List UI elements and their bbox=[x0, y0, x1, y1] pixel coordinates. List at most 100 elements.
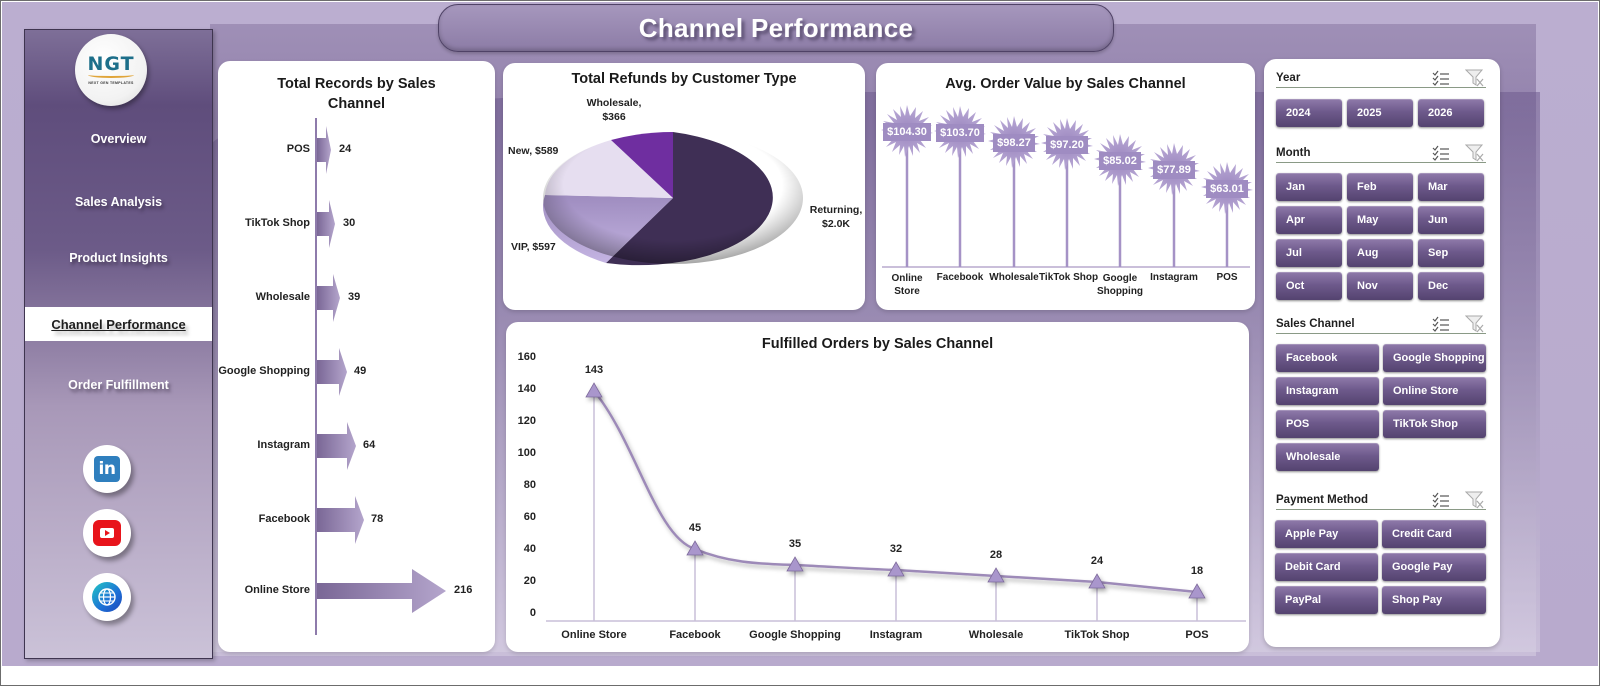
fulfilled-value-facebook: 45 bbox=[688, 522, 702, 534]
website-button[interactable] bbox=[83, 573, 131, 621]
aov-chart-title: Avg. Order Value by Sales Channel bbox=[945, 76, 1186, 92]
records-value-google: 49 bbox=[354, 365, 367, 377]
payment-option-debit-card[interactable]: Debit Card bbox=[1275, 553, 1378, 581]
clear-filter-icon[interactable] bbox=[1464, 69, 1486, 87]
channel-option-online-store[interactable]: Online Store bbox=[1383, 377, 1486, 405]
refunds-chart-title: Total Refunds by Customer Type bbox=[571, 71, 797, 87]
globe-icon bbox=[92, 582, 122, 612]
month-option-dec[interactable]: Dec bbox=[1418, 272, 1484, 300]
fulfilled-x-online-store: Online Store bbox=[561, 629, 627, 641]
fulfilled-chart-card: Fulfilled Orders by Sales Channel bbox=[506, 322, 1249, 652]
month-option-feb[interactable]: Feb bbox=[1347, 173, 1413, 201]
channel-option-tiktok-shop[interactable]: TikTok Shop bbox=[1383, 410, 1486, 438]
page-title: Channel Performance bbox=[638, 12, 914, 43]
channel-option-wholesale[interactable]: Wholesale bbox=[1276, 443, 1379, 471]
refunds-label-vip: VIP, $597 bbox=[511, 241, 556, 253]
channel-option-google-shopping[interactable]: Google Shopping bbox=[1383, 344, 1486, 372]
refunds-label-wholesale: Wholesale, $366 bbox=[586, 96, 642, 124]
records-chart-card: Total Records by Sales Channel bbox=[218, 61, 495, 652]
fulfilled-value-google: 35 bbox=[788, 538, 802, 550]
y-tick-80: 80 bbox=[523, 479, 536, 491]
month-option-aug[interactable]: Aug bbox=[1347, 239, 1413, 267]
payment-option-paypal[interactable]: PayPal bbox=[1275, 586, 1378, 614]
logo-text: NGT bbox=[87, 53, 135, 75]
month-option-jul[interactable]: Jul bbox=[1276, 239, 1342, 267]
ngt-logo[interactable]: NGT NEXT GEN TEMPLATES bbox=[75, 34, 147, 106]
fulfilled-line-plot bbox=[546, 382, 1246, 622]
fulfilled-value-instagram: 32 bbox=[889, 543, 903, 555]
month-option-nov[interactable]: Nov bbox=[1347, 272, 1413, 300]
records-chart-title: Total Records by Sales Channel bbox=[218, 74, 495, 114]
y-tick-160: 160 bbox=[517, 351, 536, 363]
refunds-label-returning: Returning, $2.0K bbox=[808, 203, 864, 231]
channel-option-pos[interactable]: POS bbox=[1276, 410, 1379, 438]
sidebar-item-channel-performance[interactable]: Channel Performance bbox=[25, 307, 212, 341]
sidebar-item-order-fulfillment[interactable]: Order Fulfillment bbox=[68, 378, 169, 392]
sidebar-item-product-insights[interactable]: Product Insights bbox=[69, 251, 168, 265]
channel-option-instagram[interactable]: Instagram bbox=[1276, 377, 1379, 405]
fulfilled-value-pos: 18 bbox=[1190, 565, 1204, 577]
fulfilled-value-online-store: 143 bbox=[584, 364, 604, 376]
month-option-may[interactable]: May bbox=[1347, 206, 1413, 234]
multi-select-icon[interactable] bbox=[1430, 144, 1452, 162]
year-option-2026[interactable]: 2026 bbox=[1418, 99, 1484, 127]
month-option-oct[interactable]: Oct bbox=[1276, 272, 1342, 300]
month-option-apr[interactable]: Apr bbox=[1276, 206, 1342, 234]
clear-filter-icon[interactable] bbox=[1464, 315, 1486, 333]
month-option-mar[interactable]: Mar bbox=[1418, 173, 1484, 201]
records-label-online-store: Online Store bbox=[244, 584, 310, 596]
aov-lollipop-plot bbox=[881, 105, 1253, 268]
records-value-online-store: 216 bbox=[454, 584, 473, 596]
records-value-tiktok: 30 bbox=[343, 217, 356, 229]
fulfilled-x-facebook: Facebook bbox=[669, 629, 721, 641]
channel-option-facebook[interactable]: Facebook bbox=[1276, 344, 1379, 372]
y-tick-40: 40 bbox=[523, 543, 536, 555]
aov-value-facebook: $103.70 bbox=[940, 127, 980, 139]
y-tick-120: 120 bbox=[517, 415, 536, 427]
month-option-jun[interactable]: Jun bbox=[1418, 206, 1484, 234]
fulfilled-x-tiktok: TikTok Shop bbox=[1064, 629, 1130, 641]
records-value-facebook: 78 bbox=[371, 513, 384, 525]
aov-value-online-store: $104.30 bbox=[887, 126, 927, 138]
aov-chart-card: Avg. Order Value by Sales Channel bbox=[876, 63, 1255, 310]
payment-slicer-header: Payment Method bbox=[1276, 490, 1486, 510]
month-slicer-title: Month bbox=[1276, 146, 1311, 159]
records-title-line1: Total Records by Sales bbox=[277, 76, 436, 92]
month-option-jan[interactable]: Jan bbox=[1276, 173, 1342, 201]
sidebar-item-overview[interactable]: Overview bbox=[90, 132, 147, 146]
linkedin-icon: in bbox=[94, 456, 120, 482]
payment-option-google-pay[interactable]: Google Pay bbox=[1382, 553, 1486, 581]
linkedin-button[interactable]: in bbox=[83, 445, 131, 493]
year-option-2025[interactable]: 2025 bbox=[1347, 99, 1413, 127]
y-tick-140: 140 bbox=[517, 383, 536, 395]
month-option-sep[interactable]: Sep bbox=[1418, 239, 1484, 267]
fulfilled-x-wholesale: Wholesale bbox=[968, 629, 1024, 641]
aov-label-facebook: Facebook bbox=[936, 272, 984, 283]
page-title-bar: Channel Performance bbox=[438, 4, 1114, 52]
payment-option-credit-card[interactable]: Credit Card bbox=[1382, 520, 1486, 548]
sidebar-item-sales-analysis[interactable]: Sales Analysis bbox=[74, 195, 163, 209]
fulfilled-chart-title: Fulfilled Orders by Sales Channel bbox=[761, 336, 994, 352]
records-value-instagram: 64 bbox=[363, 439, 376, 451]
refunds-pie-plot bbox=[543, 132, 803, 266]
clear-filter-icon[interactable] bbox=[1464, 491, 1486, 509]
aov-label-google: Google Shopping bbox=[1096, 273, 1144, 297]
multi-select-icon[interactable] bbox=[1430, 315, 1452, 333]
fulfilled-x-instagram: Instagram bbox=[869, 629, 923, 641]
payment-slicer-title: Payment Method bbox=[1276, 493, 1369, 506]
year-option-2024[interactable]: 2024 bbox=[1276, 99, 1342, 127]
payment-option-shop-pay[interactable]: Shop Pay bbox=[1382, 586, 1486, 614]
refunds-chart-card: Total Refunds by Customer Type bbox=[503, 63, 865, 310]
aov-value-tiktok: $97.20 bbox=[1050, 139, 1084, 151]
clear-filter-icon[interactable] bbox=[1464, 144, 1486, 162]
multi-select-icon[interactable] bbox=[1430, 69, 1452, 87]
refunds-label-new: New, $589 bbox=[508, 145, 559, 157]
records-chart-plot bbox=[315, 118, 446, 635]
records-label-tiktok: TikTok Shop bbox=[245, 217, 310, 229]
youtube-button[interactable] bbox=[83, 509, 131, 557]
multi-select-icon[interactable] bbox=[1430, 491, 1452, 509]
aov-label-tiktok: TikTok Shop bbox=[1039, 272, 1099, 283]
aov-value-google: $85.02 bbox=[1103, 155, 1137, 167]
payment-option-apple-pay[interactable]: Apple Pay bbox=[1275, 520, 1378, 548]
